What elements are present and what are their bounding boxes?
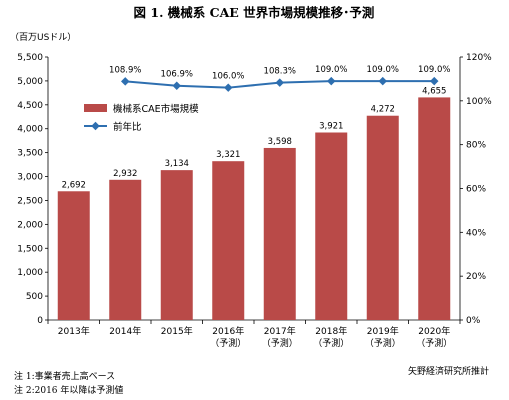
line-series [121,76,439,92]
bar-value-label: 2,932 [113,169,137,179]
bar-value-label: 3,134 [165,159,189,169]
legend: 機械系CAE市場規模 前年比 [84,103,199,133]
legend-bar-label: 機械系CAE市場規模 [113,103,199,115]
y-left-tick-label: 4,000 [17,125,43,135]
x-tick-label: 2017年 [264,325,296,337]
y-left-unit: （百万USドル） [10,32,76,43]
y-right-tick-label: 120% [466,53,492,63]
note-2: 注 2:2016 年以降は予測値 [14,386,124,396]
line-value-label: 109.0% [367,65,399,75]
bar-value-label: 3,921 [319,122,343,132]
data-labels: 2,692 2,932 3,134 3,321 3,598 3,921 4,272 4,655… [62,65,451,190]
x-tick-sublabel: （予測） [262,337,298,349]
line-value-label: 106.9% [161,70,193,80]
x-tick-label: 2020年 [418,325,450,337]
x-tick-label: 2013年 [58,325,90,337]
x-tick-sublabel: （予測） [365,337,401,349]
source-credit: 矢野経済研究所推計 [407,367,489,377]
x-tick-sublabel: （予測） [210,337,246,349]
line-point [275,78,284,87]
bar [212,161,245,320]
bar [366,115,399,320]
y-left-tick-label: 0 [37,316,43,326]
line-point [378,76,387,86]
y-left-tick-label: 5,000 [17,77,43,87]
y-right-tick-label: 80% [466,141,486,151]
y-right-tick-label: 0% [466,316,481,326]
line-value-label: 109.0% [418,65,450,75]
bar [160,170,193,320]
line-point [430,76,439,86]
chart-title: 図 1. 機械系 CAE 世界市場規模推移･予測 [134,5,375,20]
line-point [224,83,233,92]
x-tick-label: 2014年 [109,325,141,337]
note-1: 注 1:事業者売上高ベース [14,372,116,382]
y-left-tick-label: 3,000 [17,173,43,183]
y-right-tick-label: 60% [466,185,486,195]
x-tick-label: 2015年 [161,325,193,337]
legend-line-marker [91,121,100,131]
bar-series [57,97,451,320]
y-right-tick-label: 20% [466,272,486,282]
bar [315,132,348,320]
x-tick-sublabel: （予測） [313,337,349,349]
bar-value-label: 3,321 [216,150,240,160]
line-point [121,77,130,86]
y-left-tick-label: 2,000 [17,220,43,230]
line-value-label: 108.9% [109,65,141,75]
y-left-tick-label: 5,500 [17,53,43,63]
bar-value-label: 3,598 [268,137,292,147]
line-point [327,76,336,86]
legend-bar-swatch [84,104,107,112]
x-tick-label: 2019年 [367,325,399,337]
line-value-label: 106.0% [212,72,244,82]
bar-value-label: 4,655 [422,86,446,96]
bar [109,179,142,320]
line-value-label: 108.3% [264,67,296,77]
y-left-tick-label: 500 [26,292,43,302]
legend-line-label: 前年比 [113,121,142,133]
line-point [172,81,181,90]
axes: 0 500 1,000 1,500 2,000 2,500 3,000 3,500 4,000 4… [17,53,492,349]
x-tick-label: 2018年 [315,325,347,337]
x-tick-label: 2016年 [212,325,244,337]
bar [263,147,296,320]
y-left-tick-label: 2,500 [17,196,43,206]
y-left-tick-label: 4,500 [17,101,43,111]
y-left-tick-label: 1,500 [17,244,43,254]
bar-value-label: 2,692 [62,180,86,190]
y-right-tick-label: 100% [466,97,492,107]
x-tick-sublabel: （予測） [416,337,452,349]
line-value-label: 109.0% [315,65,347,75]
bar [418,97,451,320]
bar [57,191,90,320]
y-left-tick-label: 1,000 [17,268,43,278]
y-right-tick-label: 40% [466,228,486,238]
y-left-tick-label: 3,500 [17,149,43,159]
bar-value-label: 4,272 [371,105,395,115]
